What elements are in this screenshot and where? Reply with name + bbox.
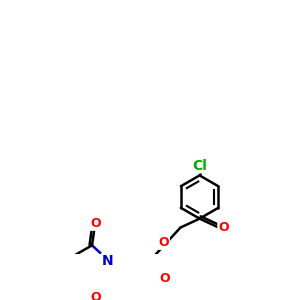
- Text: O: O: [91, 217, 101, 230]
- Text: N: N: [102, 254, 113, 268]
- Text: O: O: [218, 221, 229, 234]
- Text: O: O: [159, 236, 169, 249]
- Text: O: O: [91, 291, 101, 300]
- Text: Cl: Cl: [192, 159, 207, 173]
- Text: O: O: [159, 272, 170, 285]
